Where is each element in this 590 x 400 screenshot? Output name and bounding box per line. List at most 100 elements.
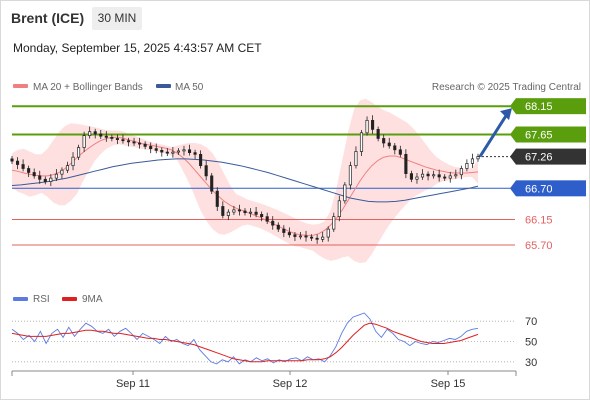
candle <box>337 195 341 222</box>
candle <box>187 144 192 156</box>
candle <box>343 182 347 204</box>
candle <box>359 129 364 157</box>
candle <box>393 143 397 155</box>
level-box-pointer-67.26 <box>510 148 516 165</box>
level-label-66.70: 66.70 <box>525 183 553 195</box>
candle-body <box>448 175 452 179</box>
candle <box>60 167 64 179</box>
candle-body <box>110 136 114 139</box>
ma20-legend-label: MA 20 + Bollinger Bands <box>33 82 143 93</box>
candle-body <box>310 236 314 239</box>
level-box-67.26 <box>516 148 586 165</box>
timestamp: Monday, September 15, 2025 4:43:57 AM CE… <box>13 41 262 55</box>
candle <box>354 146 358 169</box>
candle-body <box>409 173 413 180</box>
candle-body <box>99 133 103 137</box>
candle-body <box>398 149 402 155</box>
projection-arrow-head <box>500 108 512 121</box>
candle-body <box>354 151 358 167</box>
candle-body <box>121 139 125 142</box>
candle-body <box>382 138 386 144</box>
candle-body <box>32 172 36 177</box>
candle-body <box>387 142 391 147</box>
candle <box>365 116 369 136</box>
candle-body <box>470 158 475 164</box>
candle-body <box>415 176 419 180</box>
ma9-legend-swatch <box>62 297 77 301</box>
candle <box>282 225 286 238</box>
ma50-legend-label: MA 50 <box>175 82 204 93</box>
candle-body <box>65 165 70 171</box>
candle <box>404 149 408 179</box>
candle <box>376 126 380 142</box>
candle <box>232 205 236 215</box>
candle <box>71 152 75 171</box>
rsi-tick-50: 50 <box>525 337 537 349</box>
candle <box>415 173 419 184</box>
candle-body <box>77 147 81 158</box>
candle-body <box>93 131 97 135</box>
candle <box>165 148 169 157</box>
candle-body <box>160 150 164 153</box>
candle-body <box>420 173 425 178</box>
candle-body <box>343 184 347 202</box>
candle-body <box>426 173 430 177</box>
candle-body <box>215 190 219 207</box>
candle <box>304 230 308 242</box>
candle <box>321 231 325 243</box>
candle <box>38 170 42 184</box>
candle <box>10 156 14 164</box>
ma20-legend-swatch <box>13 84 28 88</box>
candle <box>276 222 280 232</box>
candle <box>176 148 180 155</box>
candle <box>154 143 158 154</box>
candle <box>287 227 291 238</box>
level-label-66.15: 66.15 <box>525 215 553 227</box>
candle-body <box>199 153 203 167</box>
candle <box>437 169 441 182</box>
candle <box>199 150 203 169</box>
candle-body <box>126 140 131 143</box>
candle-body <box>315 237 319 240</box>
x-tick-label: Sep 11 <box>116 378 150 390</box>
candle-body <box>304 235 308 238</box>
candle <box>115 134 119 145</box>
candle <box>420 169 425 180</box>
candle-body <box>149 146 153 150</box>
bollinger-band <box>12 98 478 264</box>
candle-body <box>88 131 92 136</box>
instrument-title: Brent (ICE) <box>11 10 85 26</box>
candle <box>104 131 108 142</box>
projection-arrow-shaft <box>478 113 509 158</box>
candle <box>82 131 86 153</box>
level-label-67.65: 67.65 <box>525 130 553 142</box>
candle-body <box>271 220 275 226</box>
candle-body <box>332 216 336 230</box>
candle <box>27 165 31 177</box>
candle-body <box>171 151 175 154</box>
level-box-66.70 <box>516 180 586 197</box>
level-box-68.15 <box>516 98 586 115</box>
candle-body <box>248 211 253 214</box>
rsi-tick-30: 30 <box>525 357 537 369</box>
rsi-ma9-line <box>11 322 479 363</box>
candle-body <box>443 176 447 179</box>
candle-body <box>54 173 58 179</box>
candle <box>21 159 25 172</box>
candle-body <box>393 145 397 151</box>
rsi-plot-area: 70 50 30 <box>11 312 537 369</box>
candle <box>226 209 230 221</box>
candle <box>432 170 436 179</box>
candle-body <box>287 232 291 236</box>
candle-body <box>27 168 31 173</box>
candle-body <box>454 174 458 177</box>
candle-body <box>204 165 208 177</box>
rsi-legend-label: RSI <box>33 294 50 305</box>
candle <box>110 134 114 142</box>
ma9-legend-label: 9MA <box>82 294 103 305</box>
timeframe-badge[interactable]: 30 MIN <box>92 7 142 30</box>
candle-body <box>432 174 436 177</box>
candle <box>326 226 330 242</box>
candle <box>382 134 386 148</box>
